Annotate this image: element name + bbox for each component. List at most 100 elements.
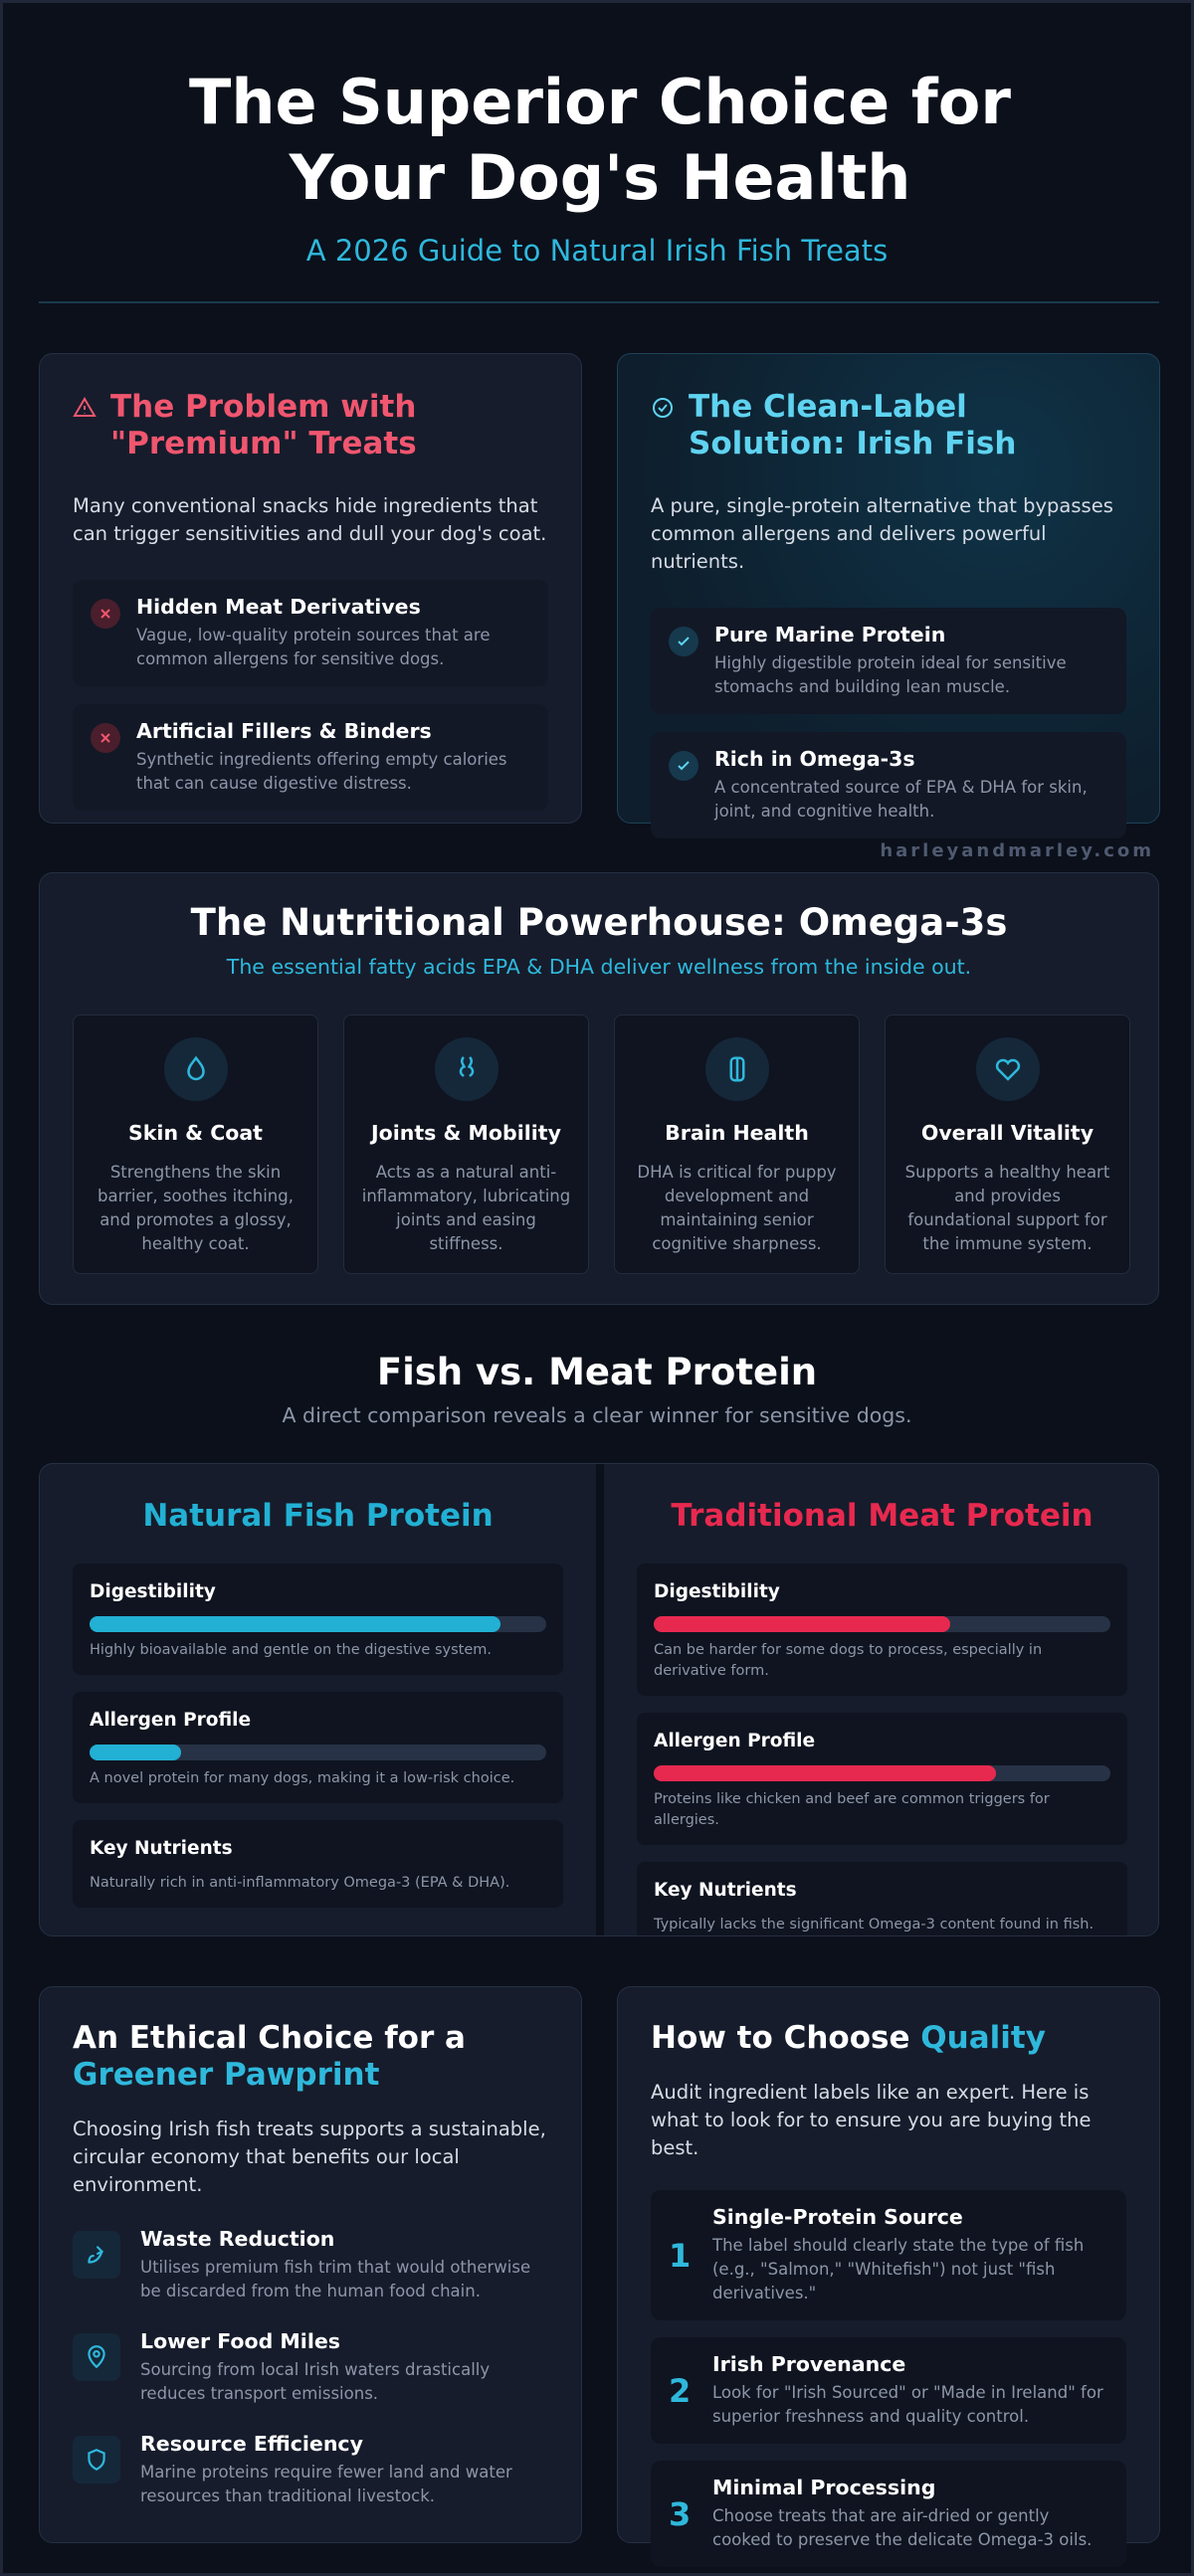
item-desc: Synthetic ingredients offering empty cal… — [136, 750, 507, 793]
bar-track — [90, 1616, 546, 1632]
item-desc: Marine proteins require fewer land and w… — [140, 2463, 512, 2505]
metric-desc: Naturally rich in anti-inflammatory Omeg… — [90, 1875, 510, 1891]
step: 3 Minimal Processing Choose treats that ar… — [651, 2461, 1126, 2567]
item-title: Hidden Meat Derivatives — [136, 595, 421, 619]
benefit-card: Overall Vitality Supports a healthy heart… — [885, 1014, 1130, 1274]
benefit-title: Brain Health — [665, 1121, 809, 1145]
metric-desc: A novel protein for many dogs, making it… — [90, 1770, 515, 1786]
metric-desc: Highly bioavailable and gentle on the di… — [90, 1642, 492, 1658]
step-title: Single-Protein Source — [712, 2205, 963, 2229]
bar — [90, 1745, 181, 1760]
item-text: Hidden Meat Derivatives Vague, low-qualit… — [136, 595, 530, 671]
comparison-panel: Natural Fish Protein Digestibility Highly … — [39, 1463, 1159, 1936]
metric-label: Allergen Profile — [654, 1731, 816, 1751]
metric: Digestibility Highly bioavailable and gen… — [73, 1564, 563, 1675]
meat-column: Traditional Meat Protein Digestibility Can… — [604, 1464, 1158, 1935]
step-title: Irish Provenance — [712, 2352, 906, 2376]
item-title: Pure Marine Protein — [714, 623, 946, 646]
step-number: 3 — [669, 2494, 692, 2533]
list-item: Artificial Fillers & Binders Synthetic in… — [73, 704, 548, 811]
item-desc: A concentrated source of EPA & DHA for s… — [714, 778, 1088, 821]
metric-desc: Proteins like chicken and beef are commo… — [654, 1791, 1050, 1828]
benefit-title: Joints & Mobility — [371, 1121, 561, 1145]
item-title: Lower Food Miles — [140, 2329, 340, 2353]
bar — [654, 1616, 951, 1632]
list-item: Resource Efficiency Marine proteins requi… — [73, 2432, 548, 2508]
item-desc: Vague, low-quality protein sources that … — [136, 626, 491, 668]
icon — [73, 2333, 120, 2381]
list-item: Lower Food Miles Sourcing from local Iris… — [73, 2329, 548, 2406]
card-title: The Clean-Label Solution: Irish Fish — [689, 389, 1017, 461]
benefit-desc: Supports a healthy heart and provides fo… — [904, 1163, 1110, 1253]
bar — [654, 1765, 997, 1781]
metric-label: Digestibility — [654, 1581, 780, 1602]
icon — [73, 2231, 120, 2279]
step-desc: Choose treats that are air-dried or gent… — [712, 2506, 1093, 2549]
icon — [91, 599, 120, 629]
intro: Audit ingredient labels like an expert. … — [651, 2081, 1092, 2159]
item-title: Resource Efficiency — [140, 2432, 363, 2456]
metric: Digestibility Can be harder for some dogs… — [637, 1564, 1127, 1696]
metric-label: Digestibility — [90, 1581, 216, 1602]
bar-track — [90, 1745, 546, 1760]
intro: Many conventional snacks hide ingredient… — [73, 494, 547, 545]
omega-section: The Nutritional Powerhouse: Omega-3s The… — [39, 872, 1159, 1305]
metric-desc: Can be harder for some dogs to process, … — [654, 1642, 1043, 1679]
item-title: Rich in Omega-3s — [714, 747, 915, 771]
step-desc: Look for "Irish Sourced" or "Made in Ire… — [712, 2383, 1103, 2426]
section-subtitle: A direct comparison reveals a clear winn… — [282, 1403, 912, 1427]
list-item: Pure Marine Protein Highly digestible pro… — [651, 608, 1126, 714]
metric: Allergen Profile A novel protein for many… — [73, 1692, 563, 1803]
solution-card: The Clean-Label Solution: Irish Fish A p… — [617, 353, 1160, 838]
list-item: Rich in Omega-3s A concentrated source of… — [651, 732, 1126, 838]
subtitle: A 2026 Guide to Natural Irish Fish Treat… — [305, 234, 889, 268]
item-desc: Sourcing from local Irish waters drastic… — [140, 2360, 491, 2403]
section-title: Fish vs. Meat Protein — [376, 1351, 818, 1393]
benefit-card: Skin & Coat Strengthens the skin barrier,… — [73, 1014, 318, 1274]
benefit-desc: Acts as a natural anti-inflammatory, lub… — [361, 1163, 571, 1253]
card-title: How to Choose Quality — [651, 2020, 1126, 2057]
benefit-card: Brain Health DHA is critical for puppy de… — [614, 1014, 860, 1274]
watermark: harleyandmarley.com — [880, 840, 1154, 861]
choose-card: How to Choose Quality Audit ingredient l… — [617, 1986, 1160, 2567]
list-item: Hidden Meat Derivatives Vague, low-qualit… — [73, 580, 548, 686]
bar-track — [654, 1765, 1110, 1781]
metric: Key Nutrients Naturally rich in anti-infl… — [73, 1820, 563, 1908]
item-title: Waste Reduction — [140, 2227, 335, 2251]
step-text: Single-Protein Source The label should cl… — [712, 2205, 1108, 2305]
icon — [163, 1037, 228, 1101]
title-highlight: Quality — [920, 2020, 1046, 2056]
icon — [669, 751, 698, 781]
card-title: An Ethical Choice for a Greener Pawprint — [73, 2020, 548, 2094]
fish-column: Natural Fish Protein Digestibility Highly … — [40, 1464, 596, 1935]
problem-card: The Problem with "Premium" Treats Many c… — [39, 353, 582, 824]
metric-label: Allergen Profile — [90, 1710, 252, 1731]
item-text: Artificial Fillers & Binders Synthetic in… — [136, 719, 530, 796]
metric-label: Key Nutrients — [90, 1838, 233, 1859]
section-subtitle: The essential fatty acids EPA & DHA deli… — [226, 955, 972, 979]
step-text: Minimal Processing Choose treats that are… — [712, 2476, 1108, 2552]
item-text: Resource Efficiency Marine proteins requi… — [140, 2432, 548, 2508]
icon — [73, 2436, 120, 2484]
step-text: Irish Provenance Look for "Irish Sourced"… — [712, 2352, 1108, 2429]
icon — [975, 1037, 1040, 1101]
section-title: The Nutritional Powerhouse: Omega-3s — [190, 901, 1008, 944]
metric: Allergen Profile Proteins like chicken an… — [637, 1713, 1127, 1845]
benefit-title: Overall Vitality — [920, 1121, 1094, 1145]
benefit-card: Joints & Mobility Acts as a natural anti-… — [343, 1014, 589, 1274]
divider — [596, 1464, 604, 1935]
metric: Key Nutrients Typically lacks the signifi… — [637, 1862, 1127, 1935]
ethical-card: An Ethical Choice for a Greener Pawprint … — [39, 1986, 582, 2543]
title-text: An Ethical Choice for a — [73, 2020, 466, 2056]
item-text: Lower Food Miles Sourcing from local Iris… — [140, 2329, 548, 2406]
title: The Superior Choice for Your Dog's Healt… — [189, 66, 1011, 214]
bar — [90, 1616, 501, 1632]
item-text: Pure Marine Protein Highly digestible pro… — [714, 623, 1108, 699]
item-desc: Utilises premium fish trim that would ot… — [140, 2258, 531, 2300]
title-highlight: Greener Pawprint — [73, 2057, 380, 2093]
icon — [704, 1037, 769, 1101]
column-title: Traditional Meat Protein — [671, 1498, 1094, 1534]
list-item: Waste Reduction Utilises premium fish tri… — [73, 2227, 548, 2303]
icon — [91, 723, 120, 753]
